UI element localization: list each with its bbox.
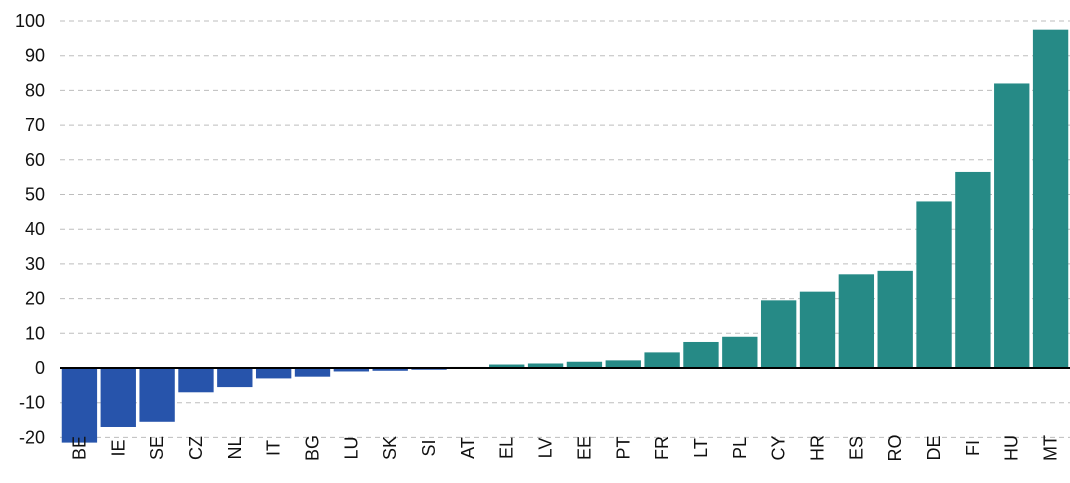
y-tick-label: 70 xyxy=(25,115,45,135)
x-tick-label: LU xyxy=(341,436,361,459)
x-tick-label: AT xyxy=(458,437,478,459)
bar-RO xyxy=(877,270,913,368)
bar-HU xyxy=(994,83,1030,369)
y-axis-tick-labels: -20 -10 0 10 20 30 40 50 60 70 80 90 100 xyxy=(15,11,45,447)
x-tick-label: SK xyxy=(380,436,400,460)
y-tick-label: 30 xyxy=(25,254,45,274)
x-tick-label: EE xyxy=(574,436,594,460)
y-tick-label: 40 xyxy=(25,219,45,239)
bar-HR xyxy=(799,291,836,368)
bar-LU xyxy=(333,368,370,372)
x-tick-label: IE xyxy=(108,439,128,456)
x-tick-label: FR xyxy=(652,436,672,460)
x-tick-label: BG xyxy=(303,435,323,461)
x-tick-label: NL xyxy=(225,436,245,459)
y-tick-label: -20 xyxy=(19,427,45,447)
x-tick-label: MT xyxy=(1041,435,1061,461)
x-tick-label: SE xyxy=(147,436,167,460)
y-tick-label: 0 xyxy=(35,358,45,378)
bar-LV xyxy=(527,363,564,368)
x-tick-label: FI xyxy=(963,440,983,456)
y-tick-label: 90 xyxy=(25,46,45,66)
bar-BG xyxy=(294,368,331,377)
bar-CZ xyxy=(178,368,214,393)
bar-DE xyxy=(916,201,952,368)
bar-FR xyxy=(644,352,680,368)
x-tick-label: PT xyxy=(613,436,633,459)
x-tick-label: CZ xyxy=(186,436,206,460)
bar-IE xyxy=(100,368,136,427)
x-tick-label: SI xyxy=(419,439,439,456)
bars xyxy=(61,29,1069,443)
bar-SK xyxy=(372,368,408,371)
x-tick-label: LV xyxy=(536,438,556,459)
x-axis-category-labels: BE IE SE CZ NL IT BG LU SK SI AT EL LV EE PT FR LT PL CY HR… xyxy=(69,435,1060,462)
x-tick-label: HR xyxy=(808,435,828,461)
bar-CY xyxy=(760,300,797,368)
y-tick-label: -10 xyxy=(19,393,45,413)
x-tick-label: LT xyxy=(691,438,711,458)
y-tick-label: 80 xyxy=(25,80,45,100)
x-tick-label: DE xyxy=(924,435,944,460)
x-tick-label: ES xyxy=(846,436,866,460)
x-tick-label: RO xyxy=(885,435,905,462)
x-tick-label: IT xyxy=(264,440,284,456)
x-tick-label: CY xyxy=(769,435,789,460)
bar-EL xyxy=(489,364,525,368)
bar-SE xyxy=(139,368,175,422)
y-tick-label: 10 xyxy=(25,323,45,343)
bar-EE xyxy=(566,361,603,368)
x-tick-label: BE xyxy=(69,436,89,460)
bar-PT xyxy=(605,360,641,368)
bar-IT xyxy=(255,368,292,379)
y-tick-label: 20 xyxy=(25,289,45,309)
bar-ES xyxy=(838,274,875,368)
x-tick-label: EL xyxy=(497,437,517,459)
bar-PL xyxy=(722,336,758,368)
bar-BE xyxy=(61,368,98,443)
x-tick-label: HU xyxy=(1002,435,1022,461)
y-tick-label: 60 xyxy=(25,150,45,170)
y-tick-label: 100 xyxy=(15,11,45,31)
y-tick-label: 50 xyxy=(25,185,45,205)
x-tick-label: PL xyxy=(730,437,750,459)
bar-FI xyxy=(955,171,991,368)
bar-LT xyxy=(683,341,719,368)
bar-NL xyxy=(217,368,253,388)
bar-MT xyxy=(1032,29,1069,369)
